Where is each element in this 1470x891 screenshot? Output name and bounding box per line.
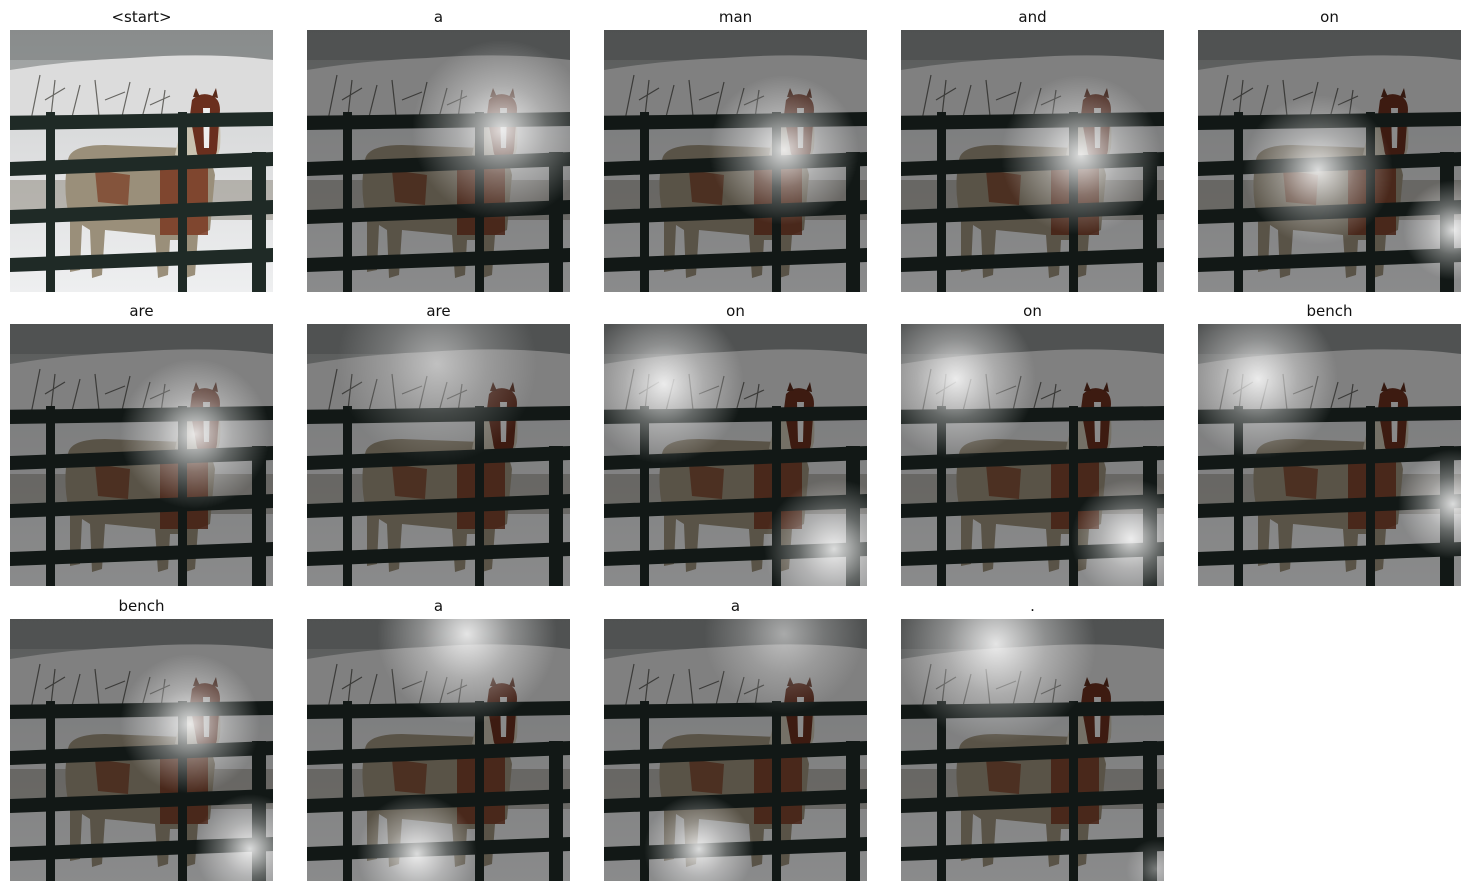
- attention-image: [1198, 30, 1461, 292]
- frame-word-label: a: [433, 8, 444, 26]
- attention-image: [604, 619, 867, 881]
- frame-on-3: on: [901, 302, 1164, 586]
- frame-period: .: [901, 597, 1164, 881]
- frame-word-label: <start>: [111, 8, 172, 26]
- frame-a-3: a: [604, 597, 867, 881]
- horse-image: [10, 30, 273, 292]
- frame-on-2: on: [604, 302, 867, 586]
- frame-word-label: a: [730, 597, 741, 615]
- frame-word-label: a: [433, 597, 444, 615]
- frame-word-label: bench: [1306, 302, 1353, 320]
- frame-word-label: on: [1320, 8, 1339, 26]
- attention-image: [307, 30, 570, 292]
- frame-word-label: are: [426, 302, 451, 320]
- frame-on: on: [1198, 8, 1461, 292]
- attention-image: [10, 324, 273, 586]
- frame-word-label: .: [1030, 597, 1035, 615]
- attention-image: [1198, 324, 1461, 586]
- frame-bench-2: bench: [10, 597, 273, 881]
- attention-image: [901, 324, 1164, 586]
- attention-image: [604, 324, 867, 586]
- frame-are-2: are: [307, 302, 570, 586]
- attention-image: [10, 619, 273, 881]
- frame-bench: bench: [1198, 302, 1461, 586]
- frame-man: man: [604, 8, 867, 292]
- frame-start: <start>: [10, 8, 273, 292]
- frame-word-label: are: [129, 302, 154, 320]
- frame-and: and: [901, 8, 1164, 292]
- frame-a-2: a: [307, 597, 570, 881]
- frame-word-label: and: [1018, 8, 1047, 26]
- attention-image: [901, 30, 1164, 292]
- frame-are: are: [10, 302, 273, 586]
- frame-word-label: on: [726, 302, 745, 320]
- frame-word-label: bench: [118, 597, 165, 615]
- frame-a: a: [307, 8, 570, 292]
- attention-image: [901, 619, 1164, 881]
- attention-image: [604, 30, 867, 292]
- attention-image: [307, 619, 570, 881]
- attention-image: [307, 324, 570, 586]
- frame-word-label: man: [718, 8, 753, 26]
- frame-word-label: on: [1023, 302, 1042, 320]
